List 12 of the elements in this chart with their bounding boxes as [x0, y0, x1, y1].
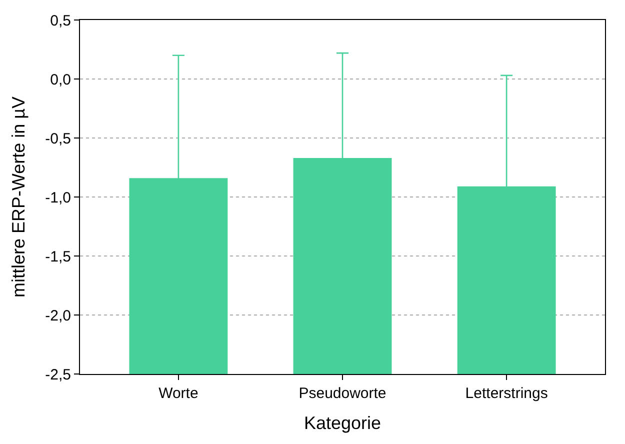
x-tick-label: Pseudoworte — [298, 385, 386, 402]
x-tick-label: Worte — [158, 385, 198, 402]
y-tick-label: 0,0 — [50, 71, 71, 88]
y-axis-title: mittlere ERP-Werte in µV — [8, 96, 28, 298]
y-tick-label: -2,0 — [45, 307, 71, 324]
y-tick-label: 0,5 — [50, 12, 71, 30]
x-tick-label: Letterstrings — [465, 385, 548, 402]
x-axis-title: Kategorie — [304, 413, 382, 434]
y-tick-label: -0,5 — [45, 130, 71, 148]
y-tick-label: -1,0 — [45, 189, 71, 206]
y-tick-label: -1,5 — [45, 248, 71, 266]
y-tick-label: -2,5 — [45, 366, 71, 384]
